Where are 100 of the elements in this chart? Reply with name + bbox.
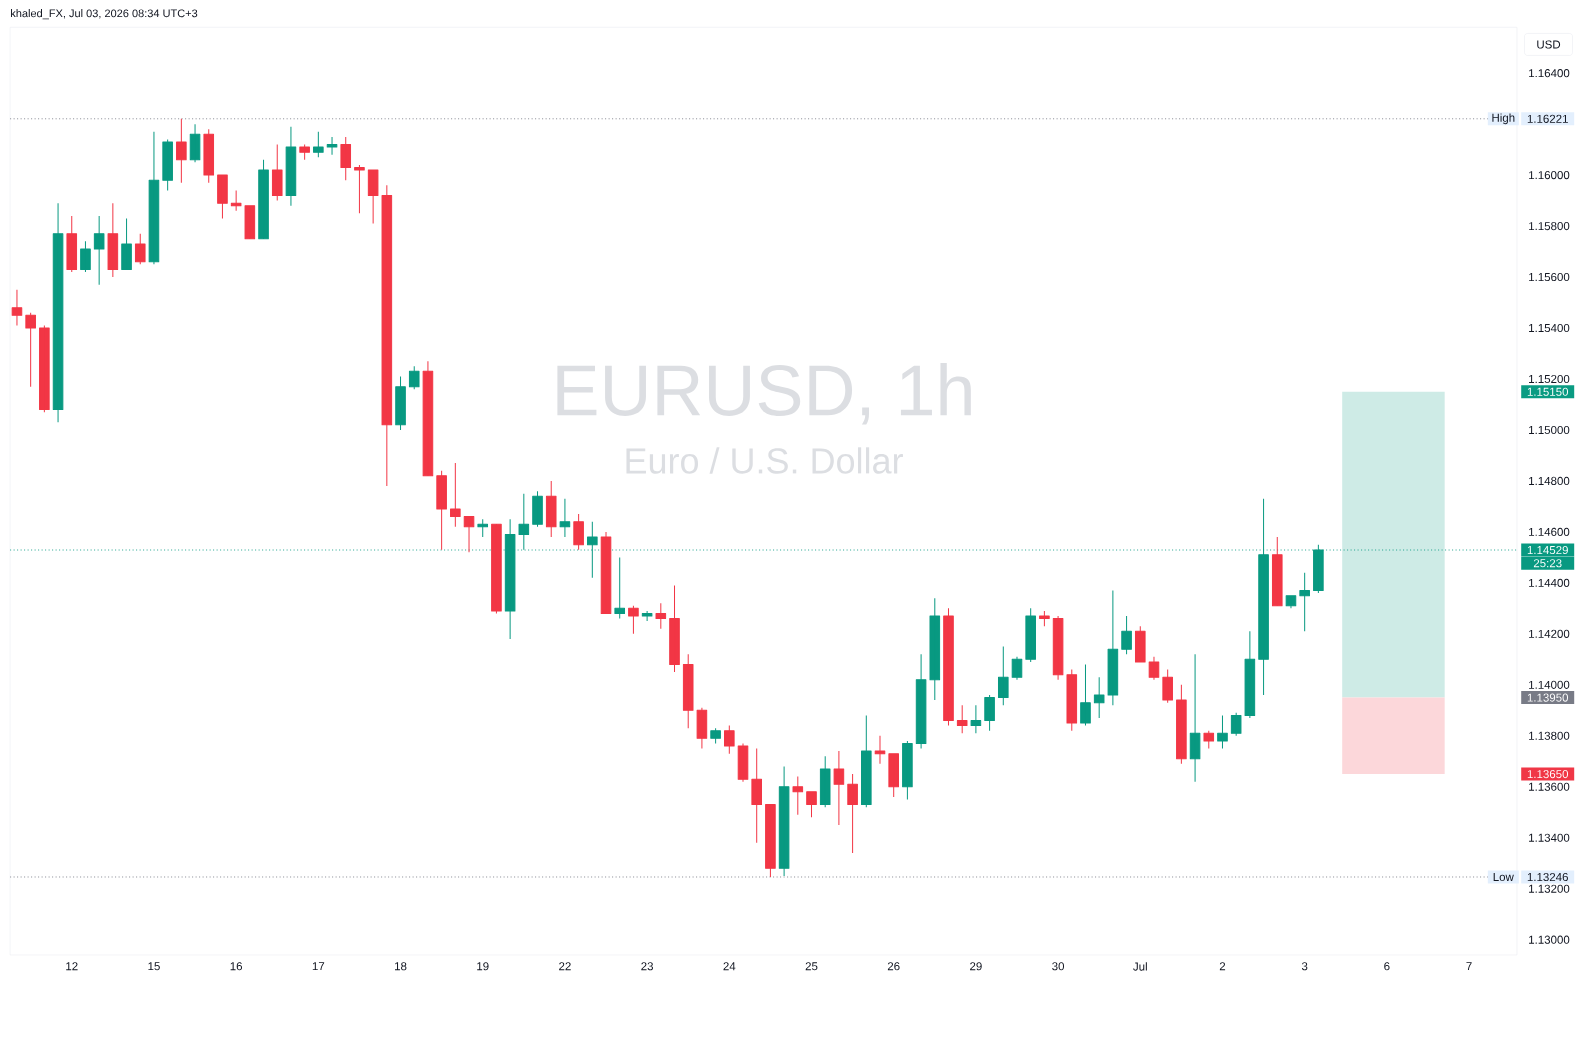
x-tick-label: 24 xyxy=(723,962,736,971)
candlestick xyxy=(244,205,256,240)
candlestick xyxy=(203,128,215,184)
y-tick-label: 1.13200 xyxy=(1529,884,1570,893)
candlestick xyxy=(52,202,64,423)
candlestick xyxy=(326,136,338,156)
candlestick xyxy=(970,704,982,734)
candlestick xyxy=(1011,656,1023,681)
candlestick xyxy=(1080,663,1091,727)
candlestick xyxy=(176,118,187,184)
candlestick xyxy=(463,516,475,553)
x-tick-label: 16 xyxy=(230,962,243,971)
candlestick xyxy=(299,144,310,161)
candlestick xyxy=(450,462,461,528)
candlestick xyxy=(395,375,406,431)
candlestick xyxy=(134,233,146,265)
x-tick-label: 15 xyxy=(148,962,160,971)
candlestick xyxy=(1093,676,1105,719)
x-tick-label: 19 xyxy=(477,962,489,971)
candlestick xyxy=(1230,712,1242,737)
candlestick xyxy=(1285,595,1297,609)
candlestick xyxy=(39,324,50,413)
candlestick xyxy=(436,470,447,551)
candlestick xyxy=(422,360,434,477)
candlestick xyxy=(641,610,653,622)
x-tick-label: 2 xyxy=(1219,962,1226,971)
x-tick-label: 17 xyxy=(312,962,325,971)
candlestick xyxy=(600,531,612,614)
y-tick-label: 1.15800 xyxy=(1529,222,1570,231)
candlestick xyxy=(1203,730,1215,750)
candlestick xyxy=(614,556,626,620)
candlestick xyxy=(1189,653,1201,783)
candlestick xyxy=(1244,630,1256,719)
x-tick-label: 25 xyxy=(805,962,818,971)
candlestick xyxy=(258,159,269,240)
candlestick xyxy=(1162,669,1173,704)
y-axis-title: USD xyxy=(1537,40,1561,49)
candlestick xyxy=(696,707,708,750)
candlestick xyxy=(11,289,23,326)
candlestick xyxy=(107,202,119,278)
candlestick xyxy=(93,215,105,286)
candlestick xyxy=(573,513,584,551)
candlestick xyxy=(778,765,790,877)
candlestick xyxy=(189,123,201,163)
x-tick-label: 23 xyxy=(641,962,653,971)
candlestick xyxy=(874,735,886,765)
y-tick-label: 1.14529 xyxy=(1527,545,1568,555)
candlestick xyxy=(217,174,228,219)
y-tick-label: 1.16000 xyxy=(1529,171,1570,180)
candlestick xyxy=(381,184,393,487)
candlestick xyxy=(532,490,543,528)
y-tick-label: 1.15000 xyxy=(1529,425,1570,435)
candlestick xyxy=(902,740,913,801)
candlestick xyxy=(655,602,667,630)
candlestick xyxy=(628,605,639,635)
candlestick xyxy=(847,773,858,854)
candlestick xyxy=(737,742,749,783)
candlestick xyxy=(477,518,489,538)
x-tick-label: 26 xyxy=(887,962,900,971)
candlestick xyxy=(710,727,721,744)
x-tick-label: 3 xyxy=(1301,962,1308,971)
candlestick xyxy=(559,498,571,538)
candlestick xyxy=(861,714,872,808)
candlestick xyxy=(833,750,845,826)
candlestick xyxy=(682,653,694,729)
text: 25:23 xyxy=(1533,559,1562,568)
x-tick-label: 7 xyxy=(1466,962,1472,971)
y-tick-label: 1.13600 xyxy=(1529,782,1570,791)
y-tick-label: 1.13800 xyxy=(1529,731,1570,740)
candlestick xyxy=(1271,536,1283,607)
text: khaled_FX, Jul 03, 2026 08:34 UTC+3 xyxy=(11,9,198,20)
candlestick xyxy=(1066,669,1078,732)
y-tick-label: 1.15200 xyxy=(1529,374,1570,384)
y-tick-label: 1.15600 xyxy=(1529,272,1570,282)
candlestick xyxy=(943,607,954,727)
y-tick-label: 1.13950 xyxy=(1527,693,1569,702)
candlestick xyxy=(285,126,297,207)
candlestick xyxy=(66,215,78,273)
y-tick-label: 1.16400 xyxy=(1529,69,1570,78)
candlestick xyxy=(230,189,242,212)
candlestick xyxy=(1148,656,1160,681)
candlestick xyxy=(1176,684,1187,765)
candlestick xyxy=(587,521,598,579)
y-tick-label: 1.13650 xyxy=(1527,770,1569,779)
candlestick xyxy=(669,584,680,673)
y-tick-label: 1.14000 xyxy=(1529,680,1570,689)
candlestick xyxy=(751,748,762,844)
y-tick-label: 1.13000 xyxy=(1529,935,1570,944)
candlestick xyxy=(915,653,927,750)
x-tick-label: 29 xyxy=(970,962,982,971)
y-tick-label: 1.14600 xyxy=(1529,527,1570,536)
candlestick xyxy=(1121,615,1132,655)
candlestick xyxy=(367,169,379,225)
candlestick xyxy=(1107,590,1119,706)
ref-line-label: High xyxy=(1492,113,1515,125)
candlestick xyxy=(1039,610,1050,627)
candlestick xyxy=(1217,714,1228,750)
x-tick-label: 6 xyxy=(1384,962,1390,971)
x-tick-label: 22 xyxy=(559,962,571,971)
candlestick xyxy=(271,144,283,202)
